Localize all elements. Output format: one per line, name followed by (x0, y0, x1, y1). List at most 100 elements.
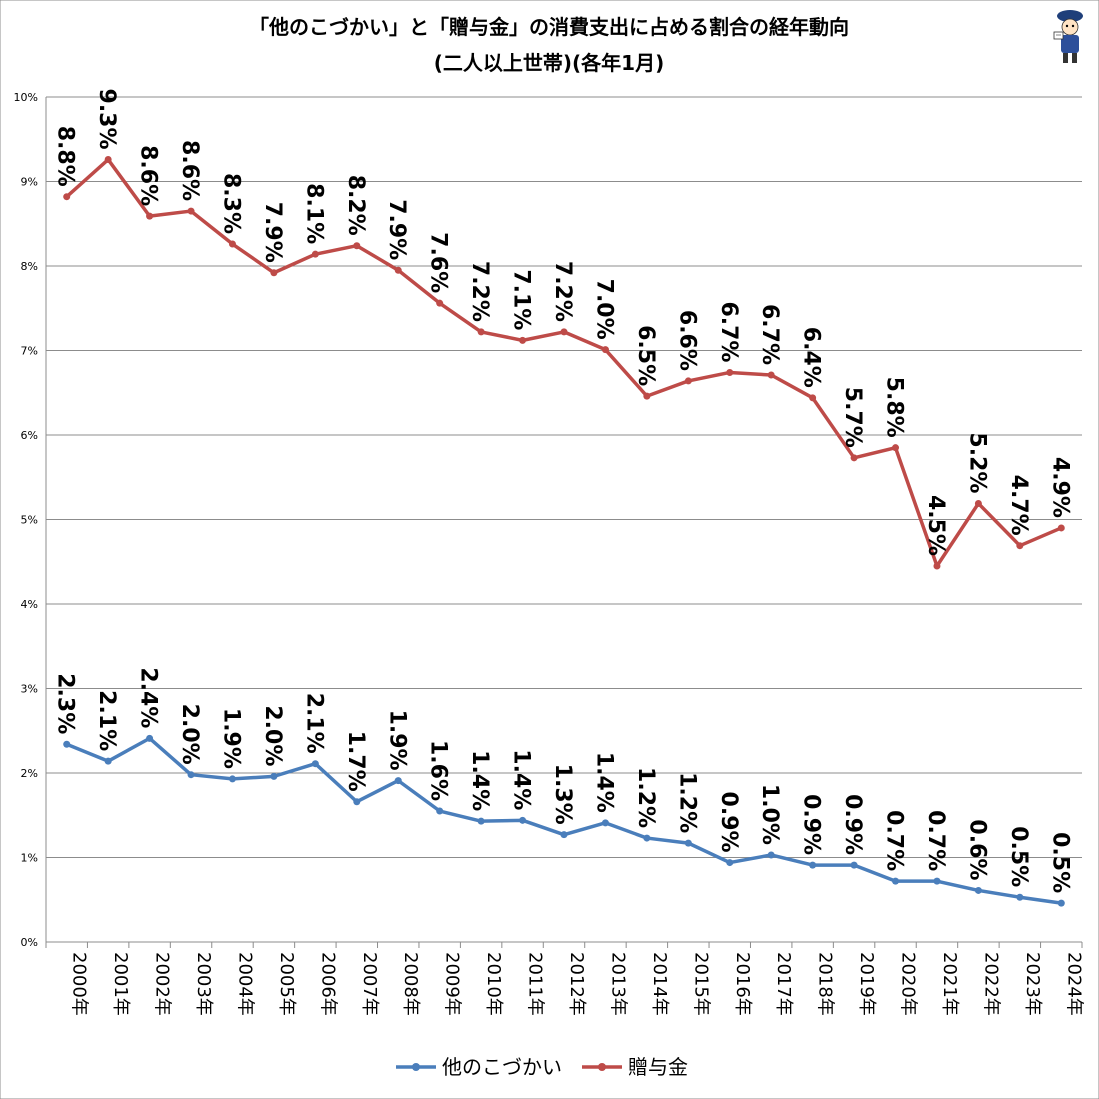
data-label: 6.7% (716, 301, 741, 362)
data-label: 6.4% (799, 327, 824, 388)
data-label: 1.4% (509, 749, 534, 810)
data-point (228, 240, 236, 248)
legend-marker-allowance (412, 1063, 420, 1071)
y-tick-label: 10% (14, 91, 38, 104)
data-point (104, 156, 112, 164)
data-label: 1.2% (633, 767, 658, 828)
data-point (1057, 524, 1065, 532)
data-point (270, 772, 278, 780)
data-label: 0.9% (799, 794, 824, 855)
data-point (394, 777, 402, 785)
x-tick-label: 2023年 (1022, 952, 1043, 1016)
y-tick-label: 5% (21, 514, 38, 527)
x-tick-label: 2019年 (856, 952, 877, 1016)
data-label: 7.9% (384, 199, 409, 260)
data-label: 7.9% (260, 202, 285, 263)
chart-subtitle: (二人以上世帯)(各年1月) (434, 51, 664, 75)
data-point (850, 454, 858, 462)
data-label: 7.6% (426, 232, 451, 293)
series-layer (63, 156, 1065, 907)
x-tick-label: 2021年 (939, 952, 960, 1016)
x-tick-label: 2012年 (566, 952, 587, 1016)
x-tick-label: 2020年 (898, 952, 919, 1016)
data-point (974, 886, 982, 894)
x-tick-label: 2005年 (276, 952, 297, 1016)
data-point (1016, 893, 1024, 901)
x-tick-label: 2011年 (525, 952, 546, 1016)
x-tick-label: 2016年 (732, 952, 753, 1016)
data-label: 4.7% (1006, 475, 1031, 536)
data-point (477, 817, 485, 825)
legend: 他のこづかい 贈与金 (396, 1055, 688, 1079)
data-point (311, 250, 319, 258)
data-label: 1.9% (218, 708, 243, 769)
data-point (311, 760, 319, 768)
x-tick-label: 2009年 (442, 952, 463, 1016)
data-point (63, 193, 71, 201)
data-label: 6.7% (757, 304, 782, 365)
chart-title: 「他のこづかい」と「贈与金」の消費支出に占める割合の経年動向 (249, 15, 849, 39)
data-label: 7.1% (509, 269, 534, 330)
data-label: 0.5% (1047, 832, 1072, 893)
data-point (1016, 542, 1024, 550)
data-point (767, 371, 775, 379)
x-tick-label: 2017年 (773, 952, 794, 1016)
data-label: 0.7% (882, 810, 907, 871)
x-tick-label: 2006年 (317, 952, 338, 1016)
data-point (601, 346, 609, 354)
data-point (809, 861, 817, 869)
x-tick-label: 2001年 (110, 952, 131, 1016)
data-labels: 2.3% 2.1% 2.4% 2.0% 1.9% 2.0% 2.1% 1.7% 1.9% 1.6%… (53, 89, 1073, 894)
data-point (850, 861, 858, 869)
data-point (726, 859, 734, 867)
y-tick-label: 6% (21, 429, 38, 442)
data-point (560, 328, 568, 336)
data-label: 7.0% (591, 279, 616, 340)
data-point (809, 394, 817, 402)
x-axis: 2000年 2001年 2002年 2003年 2004年 2005年 2006年 2007年… (45, 941, 1084, 1016)
data-label: 5.8% (882, 377, 907, 438)
data-label: 1.2% (674, 772, 699, 833)
data-label: 1.0% (757, 784, 782, 845)
x-tick-label: 2008年 (400, 952, 421, 1016)
x-tick-label: 2014年 (649, 952, 670, 1016)
data-point (684, 377, 692, 385)
data-label: 4.9% (1047, 457, 1072, 518)
x-tick-label: 2010年 (483, 952, 504, 1016)
data-label: 7.2% (550, 261, 575, 322)
x-tick-label: 2024年 (1063, 952, 1084, 1016)
y-tick-label: 9% (21, 176, 38, 189)
y-tick-label: 0% (21, 936, 38, 949)
data-label: 0.9% (840, 794, 865, 855)
data-label: 8.6% (177, 140, 202, 201)
data-label: 1.9% (384, 710, 409, 771)
data-point (146, 212, 154, 220)
data-label: 8.1% (301, 183, 326, 244)
data-label: 2.1% (301, 693, 326, 754)
data-label: 1.7% (343, 731, 368, 792)
data-label: 5.7% (840, 387, 865, 448)
x-tick-label: 2004年 (234, 952, 255, 1016)
y-tick-label: 7% (21, 345, 38, 358)
x-tick-label: 2015年 (690, 952, 711, 1016)
data-point (933, 562, 941, 570)
y-tick-label: 2% (21, 767, 38, 780)
x-tick-label: 2002年 (152, 952, 173, 1016)
data-label: 7.2% (467, 261, 492, 322)
data-label: 2.3% (53, 673, 78, 734)
data-label: 8.2% (343, 175, 368, 236)
data-label: 4.5% (923, 495, 948, 556)
y-tick-label: 4% (21, 598, 38, 611)
data-label: 1.3% (550, 764, 575, 825)
data-point (519, 816, 527, 824)
data-point (684, 839, 692, 847)
data-point (974, 499, 982, 507)
data-label: 0.6% (964, 819, 989, 880)
legend-marker-gift (598, 1063, 606, 1071)
x-tick-label: 2007年 (359, 952, 380, 1016)
data-label: 2.0% (260, 705, 285, 766)
data-point (353, 242, 361, 250)
data-point (353, 798, 361, 806)
